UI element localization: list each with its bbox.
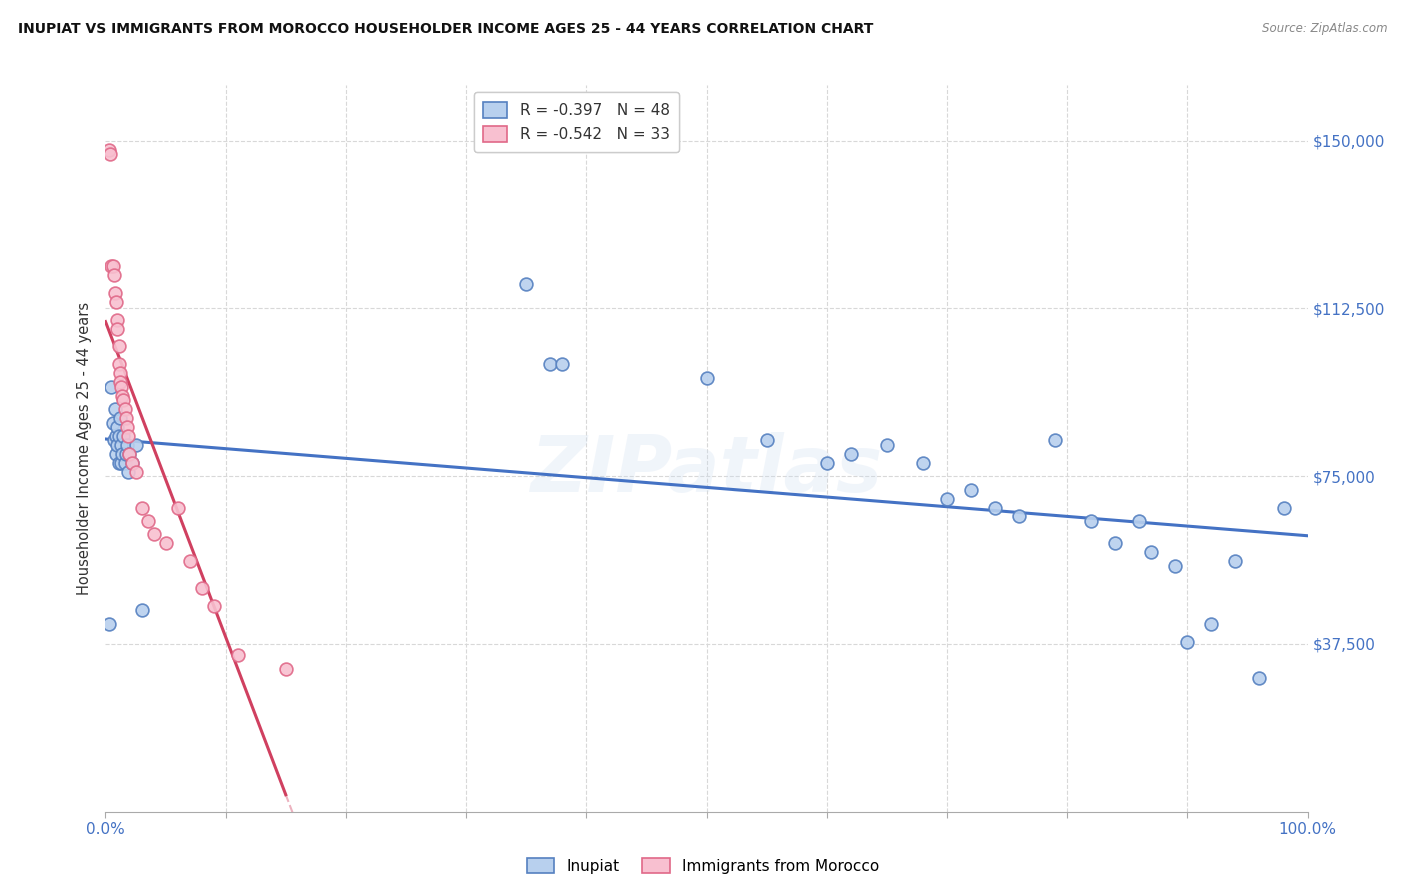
Text: Source: ZipAtlas.com: Source: ZipAtlas.com xyxy=(1263,22,1388,36)
Point xyxy=(107,420,129,434)
Point xyxy=(101,416,124,430)
Point xyxy=(131,500,153,515)
Point xyxy=(1164,558,1187,573)
Point xyxy=(1128,514,1150,528)
Point xyxy=(936,491,959,506)
Point xyxy=(98,147,121,161)
Point xyxy=(114,402,136,417)
Point xyxy=(124,465,146,479)
Point xyxy=(155,536,177,550)
Point xyxy=(1249,671,1271,685)
Point xyxy=(114,456,136,470)
Y-axis label: Householder Income Ages 25 - 44 years: Householder Income Ages 25 - 44 years xyxy=(76,301,91,595)
Point xyxy=(117,429,139,443)
Point xyxy=(112,429,135,443)
Point xyxy=(118,447,141,461)
Point xyxy=(190,581,212,595)
Point xyxy=(108,366,131,380)
Point xyxy=(107,321,129,335)
Point xyxy=(1201,616,1223,631)
Point xyxy=(755,434,778,448)
Point xyxy=(100,259,122,273)
Point xyxy=(105,294,128,309)
Point xyxy=(107,312,129,326)
Point xyxy=(110,380,132,394)
Point xyxy=(839,447,862,461)
Point xyxy=(107,339,129,353)
Point xyxy=(104,402,127,417)
Point xyxy=(551,357,574,371)
Point xyxy=(960,483,983,497)
Point xyxy=(136,514,159,528)
Point xyxy=(274,662,297,676)
Point xyxy=(1104,536,1126,550)
Point xyxy=(104,285,127,300)
Point xyxy=(108,411,131,425)
Point xyxy=(121,456,143,470)
Point xyxy=(110,438,132,452)
Point xyxy=(1043,434,1066,448)
Point xyxy=(115,420,138,434)
Point xyxy=(105,429,128,443)
Point xyxy=(107,438,129,452)
Point xyxy=(1272,500,1295,515)
Point xyxy=(118,447,141,461)
Point xyxy=(110,456,132,470)
Point xyxy=(111,389,134,403)
Point xyxy=(115,411,138,425)
Point xyxy=(1080,514,1102,528)
Point xyxy=(1008,509,1031,524)
Point xyxy=(98,143,121,157)
Text: ZIPatlas: ZIPatlas xyxy=(530,432,883,508)
Point xyxy=(696,371,718,385)
Point xyxy=(107,429,129,443)
Point xyxy=(911,456,934,470)
Point xyxy=(226,648,249,662)
Point xyxy=(515,277,537,291)
Point xyxy=(107,357,129,371)
Legend: Inupiat, Immigrants from Morocco: Inupiat, Immigrants from Morocco xyxy=(520,852,886,880)
Point xyxy=(115,438,138,452)
Point xyxy=(121,456,143,470)
Point xyxy=(98,616,121,631)
Point xyxy=(166,500,188,515)
Point xyxy=(202,599,225,613)
Point xyxy=(108,376,131,390)
Point xyxy=(112,393,135,408)
Point xyxy=(876,438,898,452)
Point xyxy=(142,527,165,541)
Point xyxy=(1140,545,1163,559)
Legend: R = -0.397   N = 48, R = -0.542   N = 33: R = -0.397 N = 48, R = -0.542 N = 33 xyxy=(474,93,679,152)
Point xyxy=(103,268,125,282)
Point xyxy=(179,554,201,568)
Text: INUPIAT VS IMMIGRANTS FROM MOROCCO HOUSEHOLDER INCOME AGES 25 - 44 YEARS CORRELA: INUPIAT VS IMMIGRANTS FROM MOROCCO HOUSE… xyxy=(18,22,873,37)
Point xyxy=(115,447,138,461)
Point xyxy=(107,456,129,470)
Point xyxy=(815,456,838,470)
Point xyxy=(1175,634,1198,648)
Point xyxy=(124,438,146,452)
Point xyxy=(117,465,139,479)
Point xyxy=(984,500,1007,515)
Point xyxy=(538,357,561,371)
Point xyxy=(103,434,125,448)
Point xyxy=(111,447,134,461)
Point xyxy=(100,380,122,394)
Point xyxy=(1225,554,1247,568)
Point xyxy=(105,447,128,461)
Point xyxy=(131,603,153,617)
Point xyxy=(101,259,124,273)
